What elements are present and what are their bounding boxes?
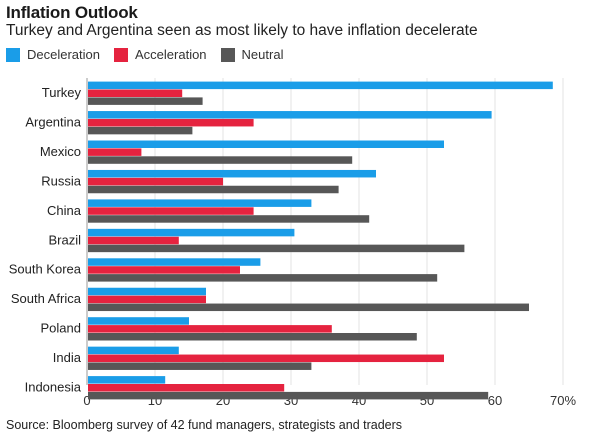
category-label: China (47, 203, 82, 218)
bar-acceleration-poland (88, 325, 332, 333)
category-label: India (53, 350, 82, 365)
category-label: South Korea (9, 262, 82, 277)
category-label: Turkey (42, 85, 82, 100)
bar-deceleration-india (88, 346, 179, 355)
bar-acceleration-argentina (88, 118, 254, 127)
bar-acceleration-china (88, 207, 254, 215)
bar-deceleration-argentina (88, 111, 492, 119)
bar-acceleration-india (88, 354, 444, 363)
bar-deceleration-poland (88, 317, 189, 325)
bar-deceleration-indonesia (88, 376, 166, 384)
category-label: Poland (41, 321, 81, 336)
legend-swatch-acceleration (114, 47, 128, 62)
source-note: Source: Bloomberg survey of 42 fund mana… (6, 418, 403, 432)
legend-label-deceleration: Deceleration (27, 47, 100, 62)
legend-swatch-deceleration (6, 47, 20, 62)
bar-neutral-brazil (88, 244, 465, 253)
x-tick-label: 60 (488, 393, 502, 408)
category-label: Russia (41, 173, 82, 188)
bar-neutral-mexico (88, 156, 353, 164)
bar-neutral-turkey (88, 97, 203, 105)
bar-neutral-poland (88, 333, 417, 341)
category-label: Argentina (25, 114, 81, 129)
bar-acceleration-turkey (88, 89, 183, 97)
bar-acceleration-south-korea (88, 266, 240, 274)
bar-deceleration-russia (88, 169, 376, 178)
bar-neutral-south-korea (88, 274, 438, 282)
legend-label-neutral: Neutral (241, 47, 284, 62)
category-label: South Africa (11, 291, 82, 306)
bar-acceleration-brazil (88, 236, 179, 245)
bar-neutral-russia (88, 185, 339, 194)
bar-neutral-south-africa (88, 303, 529, 312)
bar-neutral-indonesia (88, 391, 489, 400)
bar-acceleration-russia (88, 177, 223, 186)
legend-item-acceleration: Acceleration (114, 47, 207, 62)
x-tick-label: 0 (83, 393, 90, 408)
category-label: Indonesia (25, 380, 82, 395)
legend-item-neutral: Neutral (220, 47, 284, 62)
bar-neutral-argentina (88, 126, 193, 135)
bar-neutral-china (88, 215, 370, 223)
bar-deceleration-brazil (88, 228, 295, 237)
chart-subtitle: Turkey and Argentina seen as most likely… (6, 22, 478, 39)
bar-neutral-india (88, 362, 312, 370)
bar-deceleration-south-africa (88, 287, 206, 296)
bar-acceleration-south-africa (88, 295, 206, 304)
legend: Deceleration Acceleration Neutral (6, 47, 297, 62)
bar-acceleration-mexico (88, 148, 142, 156)
chart-title: Inflation Outlook (6, 3, 138, 22)
bar-deceleration-south-korea (88, 258, 261, 266)
bar-acceleration-indonesia (88, 384, 285, 392)
legend-item-deceleration: Deceleration (6, 47, 100, 62)
bar-deceleration-mexico (88, 140, 444, 148)
legend-swatch-neutral (220, 47, 235, 62)
category-label: Mexico (40, 144, 81, 159)
category-label: Brazil (48, 232, 81, 247)
x-tick-label: 70% (550, 393, 576, 408)
legend-label-acceleration: Acceleration (135, 47, 207, 62)
bar-deceleration-china (88, 199, 312, 207)
bar-deceleration-turkey (88, 81, 553, 90)
